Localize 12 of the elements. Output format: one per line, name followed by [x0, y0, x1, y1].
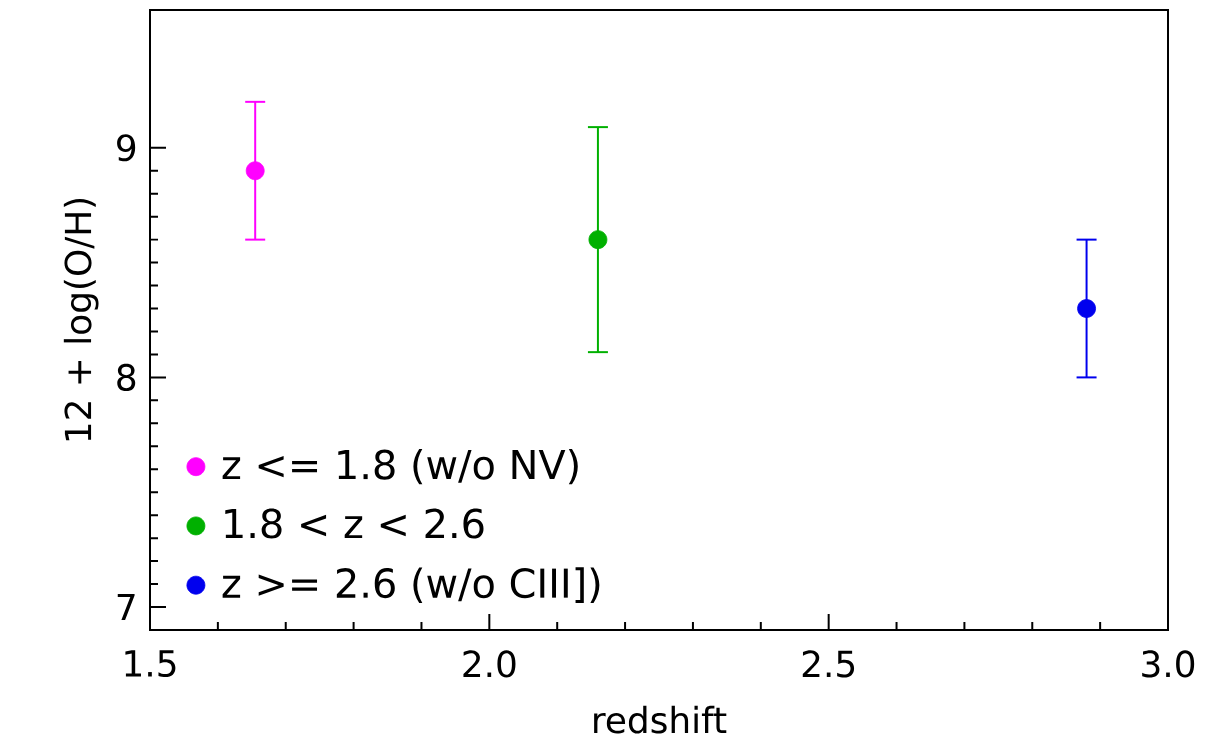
y-axis-title: 12 + log(O/H) [63, 198, 99, 441]
y-tick-label: 8 [117, 363, 136, 391]
x-tick-label: 2.5 [802, 650, 855, 678]
x-tick-label: 1.5 [125, 650, 176, 677]
legend-label: 1.8 < z < 2.6 [225, 508, 484, 539]
y-tick-label: 9 [117, 134, 136, 162]
x-axis-title: redshift [594, 705, 727, 734]
x-tick-label: 3.0 [1142, 650, 1195, 678]
y-tick-label: 7 [117, 593, 135, 621]
legend-label: z >= 2.6 (w/o CIII]) [222, 567, 600, 603]
legend-label: z <= 1.8 (w/o NV) [222, 448, 578, 485]
x-tick-label: 2.0 [463, 650, 516, 678]
